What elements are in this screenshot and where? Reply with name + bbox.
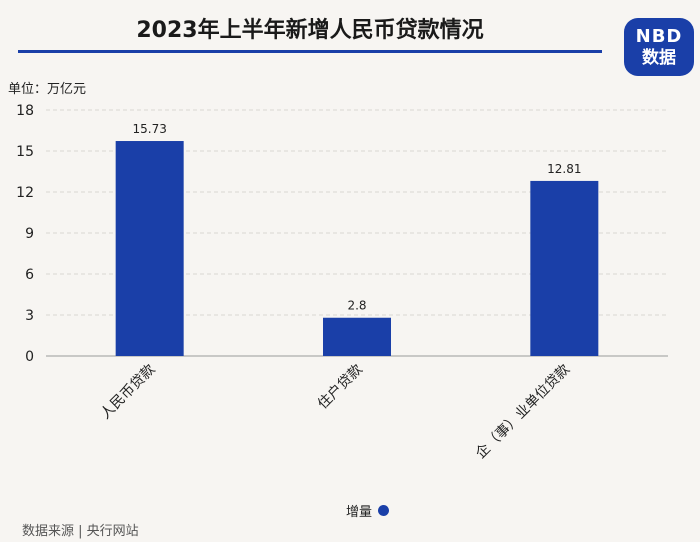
y-tick-label: 12 xyxy=(16,185,34,201)
data-label: 2.8 xyxy=(347,299,366,313)
y-tick-label: 0 xyxy=(25,349,34,365)
x-tick-label: 住户贷款 xyxy=(314,361,366,413)
bar xyxy=(115,141,184,356)
bar xyxy=(530,180,599,356)
logo-text-nbd: NBD xyxy=(635,26,683,47)
x-tick-label: 企（事）业单位贷款 xyxy=(472,361,573,462)
y-tick-label: 6 xyxy=(25,267,34,283)
legend-label: 增量 xyxy=(346,505,373,520)
x-tick-label: 人民币贷款 xyxy=(98,362,159,423)
unit-label: 单位：万亿元 xyxy=(8,82,87,97)
y-tick-label: 18 xyxy=(16,103,34,119)
y-tick-label: 15 xyxy=(16,144,34,160)
bar xyxy=(323,317,391,356)
legend: 增量 xyxy=(346,501,390,520)
y-tick-label: 3 xyxy=(25,308,34,324)
legend-swatch xyxy=(378,505,390,516)
title-underline xyxy=(18,50,602,53)
data-label: 12.81 xyxy=(547,162,581,176)
data-label: 15.73 xyxy=(132,122,166,136)
y-tick-label: 9 xyxy=(25,226,34,242)
source-note: 数据来源 | 央行网站 xyxy=(22,524,139,539)
nbd-logo: NBD 数据 xyxy=(624,18,694,76)
chart-title: 2023年上半年新增人民币贷款情况 xyxy=(136,18,484,43)
logo-text-data: 数据 xyxy=(642,48,676,68)
